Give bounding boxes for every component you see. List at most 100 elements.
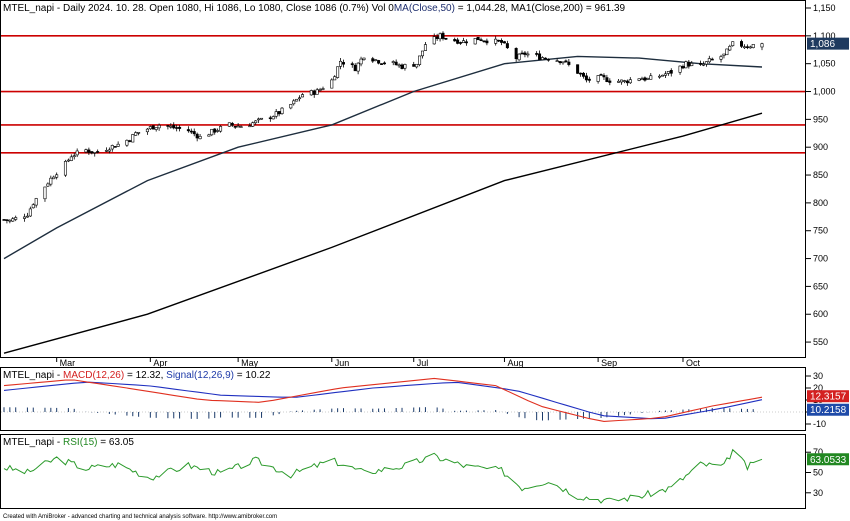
candle-body: [336, 66, 340, 78]
price-tick-label: 1,100: [813, 31, 836, 41]
candle-body: [257, 118, 261, 121]
candle-body: [710, 58, 714, 61]
candle-body: [725, 48, 729, 56]
month-label: Jul: [417, 358, 429, 368]
candle-body: [96, 151, 100, 153]
candle-body: [699, 62, 703, 65]
candle-body: [175, 127, 179, 129]
candle-body: [453, 39, 457, 42]
candle-body: [535, 53, 539, 55]
candle-body: [350, 63, 354, 66]
candle-body: [233, 126, 237, 128]
candle-body: [186, 129, 190, 132]
candle-body: [125, 139, 129, 146]
candle-body: [742, 46, 746, 49]
candle-body: [25, 215, 29, 218]
candle-body: [110, 145, 114, 150]
rsi-badge-bg: [807, 453, 849, 466]
candle-body: [371, 58, 375, 62]
candle-body: [116, 143, 120, 147]
rsi-tick-label: 30: [813, 488, 823, 498]
candle-body: [517, 53, 521, 61]
rsi-badge: 63.0533: [807, 453, 849, 466]
candle-body: [268, 117, 272, 120]
candle-body: [602, 75, 606, 78]
price-info: - Daily 2024. 10. 28. Open 1080, Hi 1086…: [54, 3, 394, 14]
signal-badge: 10.2158: [807, 403, 849, 416]
rsi-value: = 63.05: [97, 437, 134, 448]
candle-body: [172, 124, 176, 129]
price-tick-label: 1,000: [813, 87, 836, 97]
candle-body: [681, 66, 685, 69]
candle-body: [620, 79, 624, 83]
candle-body: [423, 44, 427, 51]
candle-body: [104, 150, 108, 152]
candle-body: [128, 140, 132, 142]
value-badges: 1,086 12.3157 10.2158 63.0533: [807, 37, 849, 466]
macd-pane: [0, 367, 806, 431]
price-tick-label: 1,150: [813, 3, 836, 13]
candle-body: [646, 78, 650, 80]
candle-body: [497, 39, 501, 42]
candle-body: [500, 40, 504, 43]
candle-body: [382, 62, 386, 65]
candle-body: [207, 134, 211, 137]
candle-body: [154, 127, 158, 130]
candle-body: [298, 97, 302, 100]
rsi-path: [3, 448, 763, 504]
candle-body: [546, 58, 550, 61]
candle-body: [581, 72, 585, 77]
candle-body: [341, 62, 345, 65]
candle-body: [216, 130, 220, 132]
candle-body: [292, 100, 296, 105]
candle-body: [43, 186, 47, 200]
candle-body: [502, 41, 506, 44]
candle-body: [415, 63, 419, 68]
month-label: Aug: [507, 358, 523, 368]
price-tick-label: 700: [813, 254, 828, 264]
candle-body: [479, 39, 483, 42]
candle-body: [394, 61, 398, 66]
candle-body: [219, 126, 223, 132]
candle-body: [564, 60, 568, 63]
candle-body: [719, 56, 723, 60]
candle-body: [254, 120, 258, 124]
candle-body: [69, 156, 73, 161]
candle-body: [418, 55, 422, 65]
price-badge-text: 1,086: [810, 39, 835, 50]
candle-body: [227, 122, 231, 127]
signal-path: [3, 381, 763, 420]
candle-body: [90, 151, 94, 154]
candle-body: [274, 111, 278, 117]
rsi-line: [3, 448, 763, 504]
candle-body: [277, 111, 281, 115]
candle-body: [169, 125, 173, 128]
candle-body: [751, 44, 755, 48]
candle-body: [555, 60, 559, 62]
candle-body: [640, 78, 644, 81]
candle-body: [523, 52, 527, 55]
candle-body: [543, 57, 547, 60]
candle-body: [485, 40, 489, 44]
candle-body: [260, 117, 264, 120]
candle-body: [643, 77, 647, 81]
candle-body: [444, 37, 448, 40]
candle-body: [377, 60, 381, 64]
candle-body: [740, 41, 744, 47]
month-label: Mar: [60, 358, 76, 368]
candle-body: [330, 79, 334, 89]
candle-body: [52, 176, 56, 180]
candle-body: [649, 75, 653, 80]
macd-ticker: MTEL_napi -: [3, 370, 63, 381]
candle-body: [456, 39, 460, 44]
macd-path: [3, 377, 763, 422]
candle-body: [660, 74, 664, 77]
candle-body: [579, 72, 583, 75]
candle-body: [380, 63, 384, 65]
candle-body: [84, 149, 88, 153]
candle-body: [459, 42, 463, 44]
candle-body: [541, 57, 545, 60]
candle-body: [333, 76, 337, 81]
candle-body: [538, 53, 542, 60]
